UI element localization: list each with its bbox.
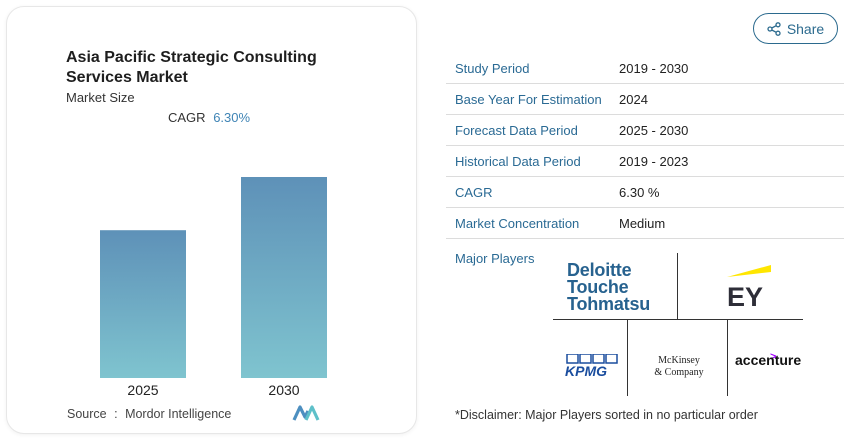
table-row: Forecast Data Period 2025 - 2030 — [446, 115, 844, 146]
row-label: Base Year For Estimation — [455, 91, 602, 107]
major-players-label: Major Players — [455, 251, 535, 266]
table-row: Base Year For Estimation 2024 — [446, 84, 844, 115]
row-label: Historical Data Period — [455, 153, 581, 169]
cagr-label: CAGR — [168, 110, 206, 125]
chart-title: Asia Pacific Strategic Consulting Servic… — [66, 49, 317, 86]
source-separator: : — [114, 407, 118, 421]
row-value: 2024 — [619, 91, 648, 107]
table-row: CAGR 6.30 % — [446, 177, 844, 208]
table-row: Historical Data Period 2019 - 2023 — [446, 146, 844, 177]
market-size-chart: 2025 2030 — [100, 177, 327, 398]
mckinsey-line: & Company — [654, 367, 704, 378]
row-value: 2019 - 2023 — [619, 153, 689, 169]
logo-divider — [727, 319, 728, 396]
row-value: Medium — [619, 215, 666, 231]
logo-divider — [553, 319, 803, 320]
chart-subtitle: Market Size — [66, 90, 135, 105]
table-row: Market Concentration Medium — [446, 208, 844, 239]
mordor-intelligence-logo-icon — [292, 405, 320, 421]
share-icon — [767, 21, 781, 36]
table-row: Study Period 2019 - 2030 — [446, 53, 844, 84]
logo-divider — [677, 253, 678, 319]
accenture-chevron-icon: > — [770, 351, 777, 363]
chart-source: Source : Mordor Intelligence — [67, 407, 231, 421]
row-label: Study Period — [455, 60, 530, 76]
cagr-value: 6.30% — [213, 110, 251, 125]
kpmg-text: KPMG — [565, 363, 607, 378]
share-button[interactable]: Share — [753, 13, 838, 44]
disclaimer-text: *Disclaimer: Major Players sorted in no … — [455, 408, 758, 422]
share-label: Share — [786, 20, 825, 37]
row-label: Forecast Data Period — [455, 122, 578, 138]
x-tick-label: 2030 — [268, 382, 299, 398]
deloitte-line: Deloitte — [567, 260, 632, 280]
mckinsey-line: McKinsey — [658, 355, 700, 366]
ey-logo: EY — [727, 265, 771, 309]
deloitte-line: Touche — [567, 277, 629, 297]
bar-2025 — [100, 230, 186, 378]
market-info-table: Study Period 2019 - 2030 Base Year For E… — [446, 53, 844, 239]
cagr-summary: CAGR 6.30% — [168, 110, 250, 125]
logo-divider — [627, 319, 628, 396]
row-value: 6.30 % — [619, 184, 660, 200]
mckinsey-logo: McKinsey & Company — [648, 355, 710, 379]
row-value: 2025 - 2030 — [619, 122, 689, 138]
deloitte-line: Tohmatsu — [567, 294, 651, 314]
accenture-logo: accenture — [735, 352, 802, 368]
market-card: 2025 2030 — [6, 6, 417, 434]
ey-text: EY — [727, 282, 763, 309]
kpmg-logo: KPMG — [565, 354, 618, 378]
source-label: Source — [67, 407, 107, 421]
x-tick-label: 2025 — [127, 382, 158, 398]
row-label: CAGR — [455, 184, 493, 200]
row-label: Market Concentration — [455, 215, 580, 231]
deloitte-logo: Deloitte Touche Tohmatsu — [567, 260, 651, 314]
source-value: Mordor Intelligence — [125, 407, 232, 421]
bar-2030 — [241, 177, 327, 378]
row-value: 2019 - 2030 — [619, 60, 689, 76]
